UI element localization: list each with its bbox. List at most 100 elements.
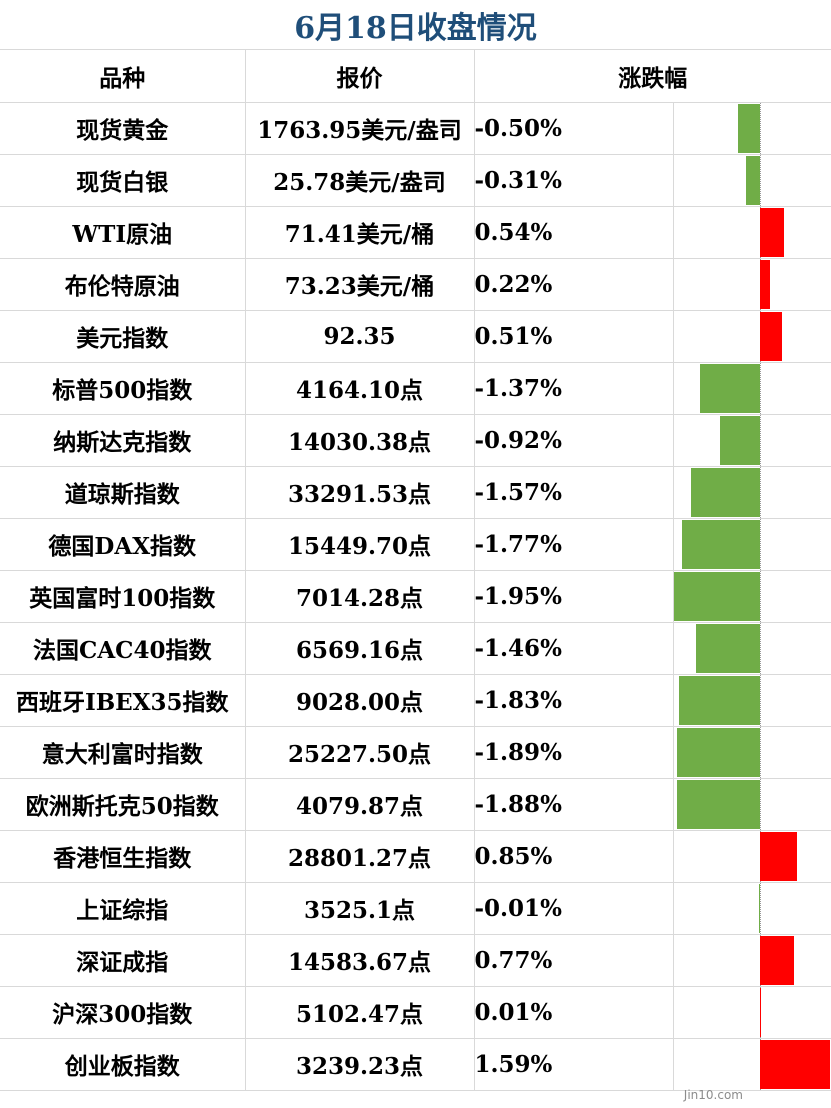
instrument-price: 33291.53点 (245, 466, 475, 519)
table-row: WTI原油 71.41美元/桶 0.54% (0, 206, 831, 259)
instrument-price: 1763.95美元/盎司 (245, 102, 475, 155)
change-bar-cell (673, 570, 831, 623)
decline-bar (695, 623, 760, 673)
zero-axis (759, 778, 761, 829)
change-bar-cell (673, 726, 831, 779)
instrument-change: -1.46% (474, 622, 674, 675)
instrument-name: WTI原油 (0, 206, 246, 259)
instrument-name: 创业板指数 (0, 1038, 246, 1091)
instrument-change: 1.59% (474, 1038, 674, 1091)
change-bar-cell (673, 206, 831, 259)
instrument-change: 0.77% (474, 934, 674, 987)
header-row: 品种 报价 涨跌幅 (0, 50, 831, 103)
instrument-name: 意大利富时指数 (0, 726, 246, 779)
gain-bar (759, 831, 797, 881)
zero-axis (759, 154, 761, 205)
table-row: 美元指数 92.35 0.51% (0, 310, 831, 363)
instrument-name: 美元指数 (0, 310, 246, 363)
instrument-change: 0.01% (474, 986, 674, 1039)
instrument-name: 欧洲斯托克50指数 (0, 778, 246, 831)
instrument-price: 28801.27点 (245, 830, 475, 883)
page-title: 6月18日收盘情况 (0, 0, 831, 50)
instrument-price: 73.23美元/桶 (245, 258, 475, 311)
instrument-name: 现货白银 (0, 154, 246, 207)
table-row: 德国DAX指数 15449.70点 -1.77% (0, 518, 831, 571)
instrument-price: 3239.23点 (245, 1038, 475, 1091)
instrument-change: 0.54% (474, 206, 674, 259)
table-row: 法国CAC40指数 6569.16点 -1.46% (0, 622, 831, 675)
change-bar-cell (673, 778, 831, 831)
decline-bar (681, 519, 760, 569)
instrument-price: 4164.10点 (245, 362, 475, 415)
instrument-price: 3525.1点 (245, 882, 475, 935)
table-row: 布伦特原油 73.23美元/桶 0.22% (0, 258, 831, 311)
watermark: Jin10.com (683, 1088, 743, 1102)
instrument-name: 英国富时100指数 (0, 570, 246, 623)
instrument-change: 0.22% (474, 258, 674, 311)
gain-bar (759, 259, 770, 309)
instrument-price: 4079.87点 (245, 778, 475, 831)
table-row: 现货黄金 1763.95美元/盎司 -0.50% (0, 102, 831, 155)
instrument-name: 深证成指 (0, 934, 246, 987)
zero-axis (759, 414, 761, 465)
decline-bar (699, 363, 760, 413)
zero-axis (759, 362, 761, 413)
instrument-change: -1.57% (474, 466, 674, 519)
instrument-name: 沪深300指数 (0, 986, 246, 1039)
instrument-change: -1.95% (474, 570, 674, 623)
instrument-name: 现货黄金 (0, 102, 246, 155)
table-row: 深证成指 14583.67点 0.77% (0, 934, 831, 987)
table-row: 香港恒生指数 28801.27点 0.85% (0, 830, 831, 883)
change-bar-cell (673, 414, 831, 467)
table-row: 纳斯达克指数 14030.38点 -0.92% (0, 414, 831, 467)
change-bar-cell (673, 934, 831, 987)
instrument-price: 92.35 (245, 310, 475, 363)
decline-bar (673, 571, 760, 621)
change-bar-cell (673, 466, 831, 519)
gain-bar (759, 207, 784, 257)
zero-axis (759, 674, 761, 725)
instrument-price: 7014.28点 (245, 570, 475, 623)
instrument-change: 0.85% (474, 830, 674, 883)
decline-bar (719, 415, 760, 465)
change-bar-cell (673, 1038, 831, 1091)
change-bar-cell (673, 830, 831, 883)
header-price: 报价 (245, 50, 475, 103)
instrument-price: 6569.16点 (245, 622, 475, 675)
instrument-change: -1.83% (474, 674, 674, 727)
change-bar-cell (673, 102, 831, 155)
instrument-change: -1.37% (474, 362, 674, 415)
table-row: 英国富时100指数 7014.28点 -1.95% (0, 570, 831, 623)
instrument-price: 14030.38点 (245, 414, 475, 467)
instrument-name: 德国DAX指数 (0, 518, 246, 571)
table-row: 标普500指数 4164.10点 -1.37% (0, 362, 831, 415)
zero-axis (759, 726, 761, 777)
instrument-price: 14583.67点 (245, 934, 475, 987)
gain-bar (759, 987, 761, 1037)
header-name: 品种 (0, 50, 246, 103)
instrument-change: -0.50% (474, 102, 674, 155)
instrument-price: 5102.47点 (245, 986, 475, 1039)
zero-axis (759, 102, 761, 153)
instrument-price: 25227.50点 (245, 726, 475, 779)
change-bar-cell (673, 154, 831, 207)
instrument-price: 71.41美元/桶 (245, 206, 475, 259)
instrument-change: -0.92% (474, 414, 674, 467)
change-bar-cell (673, 310, 831, 363)
zero-axis (759, 466, 761, 517)
instrument-name: 布伦特原油 (0, 258, 246, 311)
instrument-name: 香港恒生指数 (0, 830, 246, 883)
zero-axis (759, 622, 761, 673)
decline-bar (676, 779, 760, 829)
zero-axis (759, 518, 761, 569)
instrument-change: -0.31% (474, 154, 674, 207)
table-row: 现货白银 25.78美元/盎司 -0.31% (0, 154, 831, 207)
instrument-name: 道琼斯指数 (0, 466, 246, 519)
decline-bar (678, 675, 760, 725)
instrument-name: 西班牙IBEX35指数 (0, 674, 246, 727)
quotes-table: 品种 报价 涨跌幅 现货黄金 1763.95美元/盎司 -0.50% 现货白银 25.7… (0, 50, 831, 1091)
change-bar-cell (673, 674, 831, 727)
change-bar-cell (673, 258, 831, 311)
change-bar-cell (673, 362, 831, 415)
decline-bar (745, 155, 760, 205)
